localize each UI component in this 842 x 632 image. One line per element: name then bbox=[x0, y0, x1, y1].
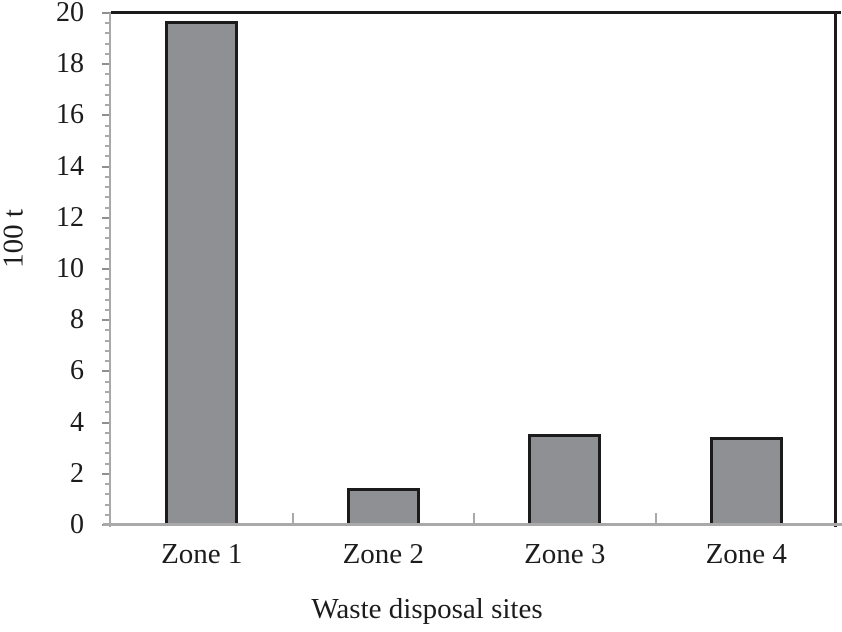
x-category-label: Zone 4 bbox=[705, 538, 787, 570]
y-minor-tick bbox=[105, 206, 111, 209]
y-minor-tick bbox=[105, 237, 111, 240]
y-minor-tick bbox=[105, 483, 111, 486]
y-minor-tick bbox=[105, 513, 111, 516]
y-minor-tick bbox=[105, 411, 111, 414]
y-minor-tick bbox=[105, 52, 111, 55]
y-minor-tick bbox=[105, 175, 111, 178]
y-minor-tick bbox=[105, 462, 111, 465]
y-minor-tick bbox=[105, 257, 111, 260]
y-minor-tick bbox=[105, 155, 111, 158]
bar-zone-1 bbox=[165, 20, 239, 526]
x-axis-line bbox=[103, 523, 842, 526]
x-boundary-tick bbox=[654, 513, 657, 524]
x-category-label: Zone 3 bbox=[524, 538, 606, 570]
y-minor-tick bbox=[105, 442, 111, 445]
y-major-tick bbox=[102, 370, 111, 373]
y-minor-tick bbox=[105, 134, 111, 137]
y-minor-tick bbox=[105, 390, 111, 393]
y-major-tick bbox=[102, 63, 111, 66]
y-tick-label: 16 bbox=[56, 99, 84, 131]
y-tick-label: 0 bbox=[70, 509, 84, 540]
y-tick-label: 18 bbox=[56, 48, 84, 80]
y-tick-label: 14 bbox=[56, 150, 84, 182]
y-minor-tick bbox=[105, 308, 111, 311]
y-minor-tick bbox=[105, 278, 111, 281]
y-minor-tick bbox=[105, 380, 111, 383]
y-minor-tick bbox=[105, 32, 111, 35]
x-boundary-tick bbox=[291, 513, 294, 524]
bar-zone-4 bbox=[709, 436, 783, 526]
y-minor-tick bbox=[105, 401, 111, 404]
y-major-tick bbox=[102, 12, 111, 14]
y-major-tick bbox=[102, 421, 111, 424]
y-tick-label: 4 bbox=[70, 406, 84, 438]
y-minor-tick bbox=[105, 83, 111, 86]
y-minor-tick bbox=[105, 349, 111, 352]
y-tick-label: 8 bbox=[70, 304, 84, 336]
y-minor-tick bbox=[105, 186, 111, 189]
y-minor-tick bbox=[105, 104, 111, 107]
y-tick-label: 2 bbox=[70, 457, 84, 489]
y-minor-tick bbox=[105, 73, 111, 76]
y-minor-tick bbox=[105, 196, 111, 199]
y-minor-tick bbox=[105, 145, 111, 148]
y-minor-tick bbox=[105, 288, 111, 291]
y-minor-tick bbox=[105, 329, 111, 332]
y-major-tick bbox=[102, 268, 111, 270]
y-tick-label: 12 bbox=[56, 201, 84, 233]
y-minor-tick bbox=[105, 22, 111, 25]
y-tick-label: 10 bbox=[56, 253, 84, 284]
x-axis-title: Waste disposal sites bbox=[311, 593, 543, 625]
y-minor-tick bbox=[105, 124, 111, 127]
y-minor-tick bbox=[105, 493, 111, 496]
y-major-tick bbox=[102, 472, 111, 475]
y-tick-label: 20 bbox=[56, 0, 84, 28]
x-category-label: Zone 2 bbox=[342, 538, 424, 570]
y-major-tick bbox=[102, 216, 111, 219]
x-boundary-tick bbox=[473, 513, 475, 524]
y-minor-tick bbox=[105, 227, 111, 230]
y-minor-tick bbox=[105, 93, 111, 96]
plot-border-top bbox=[111, 11, 841, 14]
y-major-tick bbox=[102, 165, 111, 168]
y-minor-tick bbox=[105, 452, 111, 455]
y-major-tick bbox=[102, 114, 111, 117]
y-tick-label: 6 bbox=[70, 355, 84, 387]
y-minor-tick bbox=[105, 42, 111, 45]
plot-border-right bbox=[834, 11, 837, 527]
y-minor-tick bbox=[105, 360, 111, 363]
x-category-label: Zone 1 bbox=[161, 538, 243, 570]
bar-zone-3 bbox=[528, 434, 602, 526]
y-axis-line bbox=[109, 13, 111, 527]
y-minor-tick bbox=[105, 339, 111, 342]
y-minor-tick bbox=[105, 503, 111, 506]
y-minor-tick bbox=[105, 247, 111, 250]
bar-zone-2 bbox=[346, 487, 420, 526]
y-minor-tick bbox=[105, 431, 111, 434]
y-minor-tick bbox=[105, 298, 111, 301]
y-axis-title: 100 t bbox=[0, 209, 30, 268]
y-major-tick bbox=[102, 319, 111, 322]
